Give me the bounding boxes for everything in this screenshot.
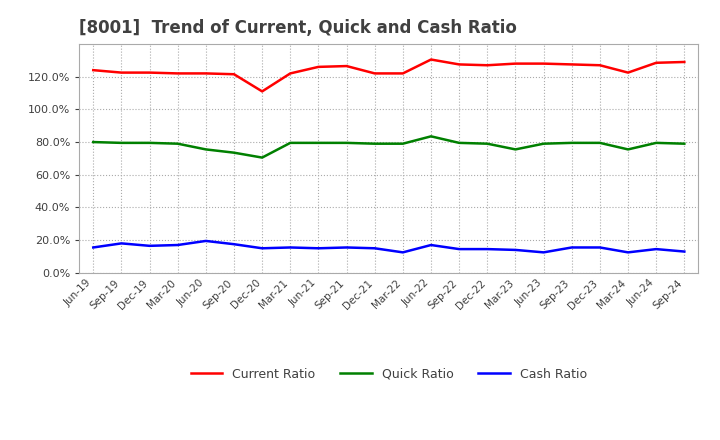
Quick Ratio: [230, 150, 238, 155]
Current Ratio: [230, 72, 238, 77]
Current Ratio: [202, 71, 210, 76]
Cash Ratio: [595, 245, 604, 250]
Quick Ratio: [174, 141, 182, 147]
Quick Ratio: [399, 141, 408, 147]
Cash Ratio: [427, 242, 436, 248]
Current Ratio: [370, 71, 379, 76]
Current Ratio: [399, 71, 408, 76]
Current Ratio: [286, 71, 294, 76]
Current Ratio: [342, 63, 351, 69]
Current Ratio: [258, 89, 266, 94]
Cash Ratio: [511, 247, 520, 253]
Cash Ratio: [370, 246, 379, 251]
Quick Ratio: [483, 141, 492, 147]
Quick Ratio: [370, 141, 379, 147]
Current Ratio: [427, 57, 436, 62]
Current Ratio: [680, 59, 688, 65]
Cash Ratio: [230, 242, 238, 247]
Cash Ratio: [624, 250, 632, 255]
Cash Ratio: [680, 249, 688, 254]
Cash Ratio: [314, 246, 323, 251]
Legend: Current Ratio, Quick Ratio, Cash Ratio: Current Ratio, Quick Ratio, Cash Ratio: [186, 363, 592, 385]
Quick Ratio: [595, 140, 604, 146]
Line: Cash Ratio: Cash Ratio: [94, 241, 684, 253]
Quick Ratio: [539, 141, 548, 147]
Quick Ratio: [680, 141, 688, 147]
Current Ratio: [511, 61, 520, 66]
Cash Ratio: [455, 246, 464, 252]
Quick Ratio: [511, 147, 520, 152]
Cash Ratio: [399, 250, 408, 255]
Quick Ratio: [455, 140, 464, 146]
Cash Ratio: [89, 245, 98, 250]
Current Ratio: [314, 64, 323, 70]
Line: Quick Ratio: Quick Ratio: [94, 136, 684, 158]
Line: Current Ratio: Current Ratio: [94, 59, 684, 92]
Quick Ratio: [427, 134, 436, 139]
Current Ratio: [145, 70, 154, 75]
Quick Ratio: [286, 140, 294, 146]
Current Ratio: [567, 62, 576, 67]
Quick Ratio: [314, 140, 323, 146]
Cash Ratio: [145, 243, 154, 249]
Cash Ratio: [483, 246, 492, 252]
Cash Ratio: [652, 246, 660, 252]
Cash Ratio: [539, 250, 548, 255]
Quick Ratio: [89, 139, 98, 145]
Cash Ratio: [286, 245, 294, 250]
Quick Ratio: [342, 140, 351, 146]
Quick Ratio: [258, 155, 266, 160]
Text: [8001]  Trend of Current, Quick and Cash Ratio: [8001] Trend of Current, Quick and Cash …: [79, 19, 517, 37]
Current Ratio: [455, 62, 464, 67]
Current Ratio: [117, 70, 126, 75]
Current Ratio: [483, 62, 492, 68]
Quick Ratio: [652, 140, 660, 146]
Current Ratio: [595, 62, 604, 68]
Current Ratio: [539, 61, 548, 66]
Quick Ratio: [624, 147, 632, 152]
Cash Ratio: [174, 242, 182, 248]
Current Ratio: [89, 67, 98, 73]
Cash Ratio: [567, 245, 576, 250]
Current Ratio: [624, 70, 632, 75]
Current Ratio: [174, 71, 182, 76]
Current Ratio: [652, 60, 660, 66]
Quick Ratio: [145, 140, 154, 146]
Cash Ratio: [342, 245, 351, 250]
Quick Ratio: [567, 140, 576, 146]
Cash Ratio: [117, 241, 126, 246]
Quick Ratio: [117, 140, 126, 146]
Quick Ratio: [202, 147, 210, 152]
Cash Ratio: [202, 238, 210, 244]
Cash Ratio: [258, 246, 266, 251]
